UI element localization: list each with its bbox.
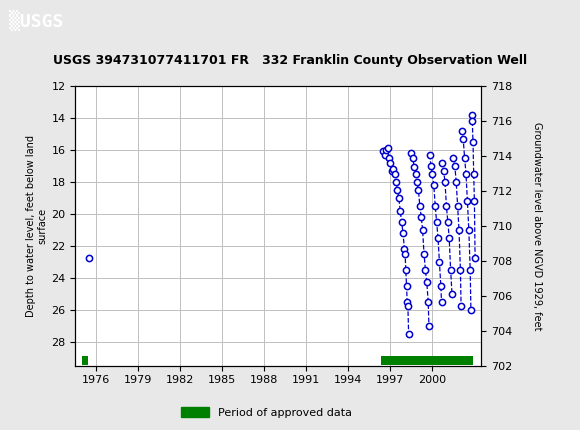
Y-axis label: Depth to water level, feet below land
surface: Depth to water level, feet below land su… — [26, 135, 47, 317]
Text: ▒USGS: ▒USGS — [9, 10, 63, 31]
Legend: Period of approved data: Period of approved data — [177, 403, 357, 422]
Text: USGS 394731077411701 FR   332 Franklin County Observation Well: USGS 394731077411701 FR 332 Franklin Cou… — [53, 54, 527, 67]
Y-axis label: Groundwater level above NGVD 1929, feet: Groundwater level above NGVD 1929, feet — [532, 122, 542, 330]
